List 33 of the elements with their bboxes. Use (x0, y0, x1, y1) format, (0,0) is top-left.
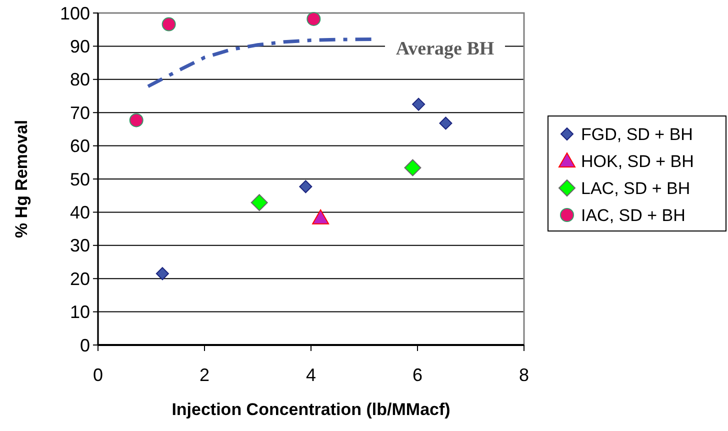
x-tick-label: 8 (518, 365, 530, 385)
x-tick-label: 0 (92, 365, 104, 385)
y-tick-label: 20 (70, 268, 90, 289)
point (156, 267, 169, 280)
point (412, 98, 426, 111)
x-tick-label: 6 (412, 365, 423, 385)
y-tick-label: 80 (70, 70, 90, 90)
y-tick-label: 10 (70, 302, 90, 322)
y-tick-label: 0 (80, 335, 90, 356)
y-tick-label: 50 (70, 169, 90, 190)
point (129, 113, 144, 128)
point (404, 159, 422, 176)
annotation: Average BH (396, 38, 494, 60)
y-tick-label: 60 (70, 136, 90, 156)
point (299, 180, 312, 194)
x-axis-title: Injection Concentration (lb/MMacf) (172, 400, 450, 419)
point (162, 17, 176, 32)
x-tick-label: 2 (199, 365, 210, 385)
point (306, 12, 321, 26)
point (312, 209, 330, 224)
x-tick-label: 4 (306, 365, 316, 385)
legend-label: HOK, SD + BH (581, 152, 694, 171)
legend-label: FGD, SD + BH (581, 124, 693, 144)
y-tick-label: 30 (70, 236, 90, 256)
y-tick-label: 90 (70, 36, 90, 56)
legend-label: IAC, SD + BH (581, 206, 686, 225)
point (250, 194, 268, 212)
y-tick-label: 40 (70, 202, 90, 222)
legend-label: LAC, SD + BH (581, 178, 690, 198)
y-axis-title: % Hg Removal (12, 120, 31, 238)
y-tick-label: 100 (60, 3, 90, 24)
y-tick-label: 70 (70, 102, 90, 123)
point (439, 116, 452, 130)
